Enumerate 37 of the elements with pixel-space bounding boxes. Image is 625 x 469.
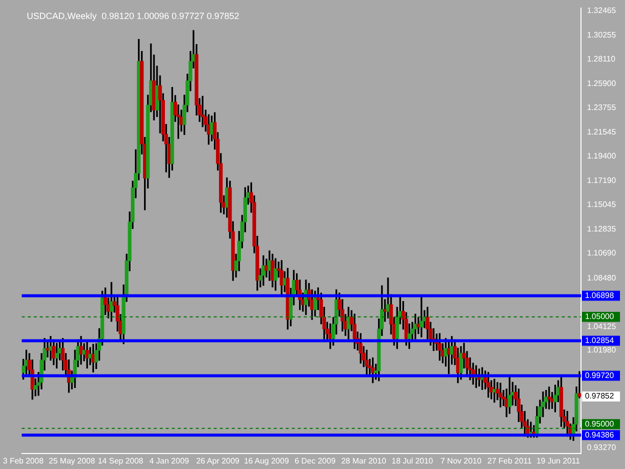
ref-line-label: 0.95000 — [585, 419, 614, 428]
ref-line-label: 0.94386 — [585, 430, 614, 440]
x-tick-label: 28 Mar 2010 — [341, 456, 387, 466]
text: 0.97852 — [585, 392, 614, 401]
x-tick-label: 6 Dec 2009 — [294, 456, 336, 466]
x-tick-label: 27 Feb 2011 — [487, 456, 532, 466]
y-tick-label: 1.25900 — [587, 79, 616, 88]
x-tick-label: 25 May 2008 — [48, 456, 96, 466]
y-tick-label: 1.08480 — [587, 273, 616, 282]
y-tick-label: 1.21545 — [587, 128, 616, 137]
x-tick-label: 19 Jun 2011 — [536, 456, 580, 466]
y-tick-label: 1.28110 — [587, 54, 616, 64]
y-tick-label: 1.15045 — [587, 200, 616, 210]
chart-title: USDCAD,Weekly 0.98120 1.00096 0.97727 0.97852 — [26, 10, 240, 21]
candlestick — [420, 296, 424, 338]
x-tick-label: 14 Sep 2008 — [98, 456, 144, 466]
y-tick-label: 1.19400 — [587, 152, 616, 161]
x-tick-label: 3 Feb 2008 — [3, 456, 44, 466]
y-tick-label: 1.23755 — [587, 103, 616, 112]
y-tick-label: 1.04125 — [587, 322, 616, 331]
y-tick-label: 1.32465 — [587, 6, 616, 15]
x-tick-label: 18 Jul 2010 — [392, 456, 434, 466]
ref-line-label: 0.99720 — [585, 370, 614, 380]
y-tick-label: 1.01980 — [587, 346, 616, 355]
x-tick-label: 4 Jan 2009 — [149, 456, 190, 466]
ref-line-label: 1.06898 — [585, 290, 614, 300]
y-tick-label: 1.10690 — [587, 248, 616, 258]
y-tick-label: 1.30255 — [587, 30, 616, 40]
candlestick — [498, 382, 502, 408]
ref-line-label: 1.05000 — [585, 312, 614, 322]
y-tick-label: 0.93270 — [587, 442, 616, 452]
y-tick-label: 1.17190 — [587, 176, 616, 186]
x-tick-label: 16 Aug 2009 — [244, 456, 290, 466]
x-tick-label: 7 Nov 2010 — [440, 456, 482, 466]
y-tick-label: 1.12835 — [587, 224, 616, 234]
ref-line-label: 1.02854 — [585, 336, 614, 345]
x-tick-label: 26 Apr 2009 — [196, 456, 240, 466]
